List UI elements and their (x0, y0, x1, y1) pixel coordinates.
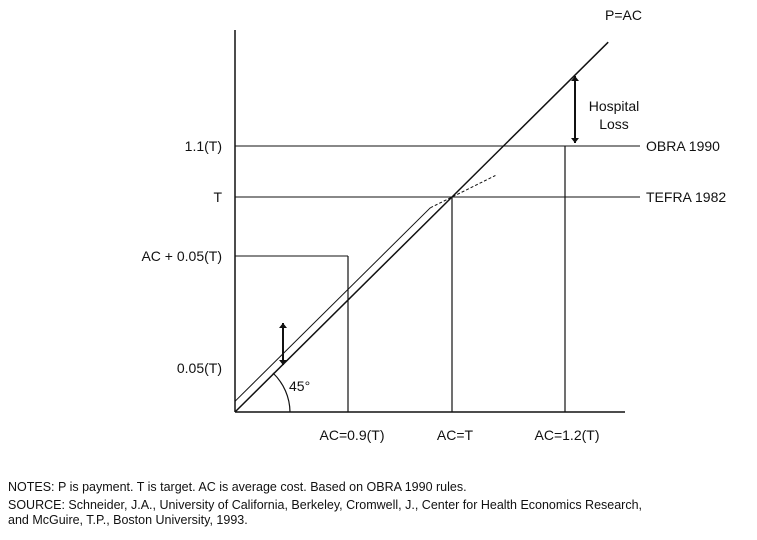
source-line-1: SOURCE: Schneider, J.A., University of C… (8, 498, 643, 512)
series-line-parallel (234, 207, 431, 402)
series-label-p-equals-ac: P=AC (605, 7, 642, 23)
angle-arc (272, 372, 291, 413)
obra-label: OBRA 1990 (646, 138, 720, 154)
x-tick-label-ac-1-2t: AC=1.2(T) (535, 427, 600, 443)
hospital-loss-label-line1: Hospital (589, 98, 640, 114)
y-tick-label-0-05t: 0.05(T) (177, 360, 222, 376)
y-tick-label-t: T (213, 189, 222, 205)
x-tick-label-ac-0-9t: AC=0.9(T) (320, 427, 385, 443)
y-tick-label-1-1t: 1.1(T) (185, 138, 222, 154)
payment-chart: 45° 1.1(T) T AC + 0.05(T) 0.05(T) AC=0.9… (141, 7, 726, 443)
tefra-label: TEFRA 1982 (646, 189, 726, 205)
y-tick-label-ac-plus: AC + 0.05(T) (141, 248, 222, 264)
angle-label: 45° (289, 378, 310, 394)
series-line-dashed (430, 175, 496, 209)
series-line-p-equals-ac (234, 41, 609, 413)
source-line-2: and McGuire, T.P., Boston University, 19… (8, 513, 248, 527)
notes-block: NOTES: P is payment. T is target. AC is … (8, 480, 753, 531)
hospital-loss-label-line2: Loss (599, 116, 629, 132)
x-tick-label-ac-t: AC=T (437, 427, 474, 443)
notes-text: NOTES: P is payment. T is target. AC is … (8, 480, 467, 494)
source-text: SOURCE: Schneider, J.A., University of C… (8, 498, 753, 528)
